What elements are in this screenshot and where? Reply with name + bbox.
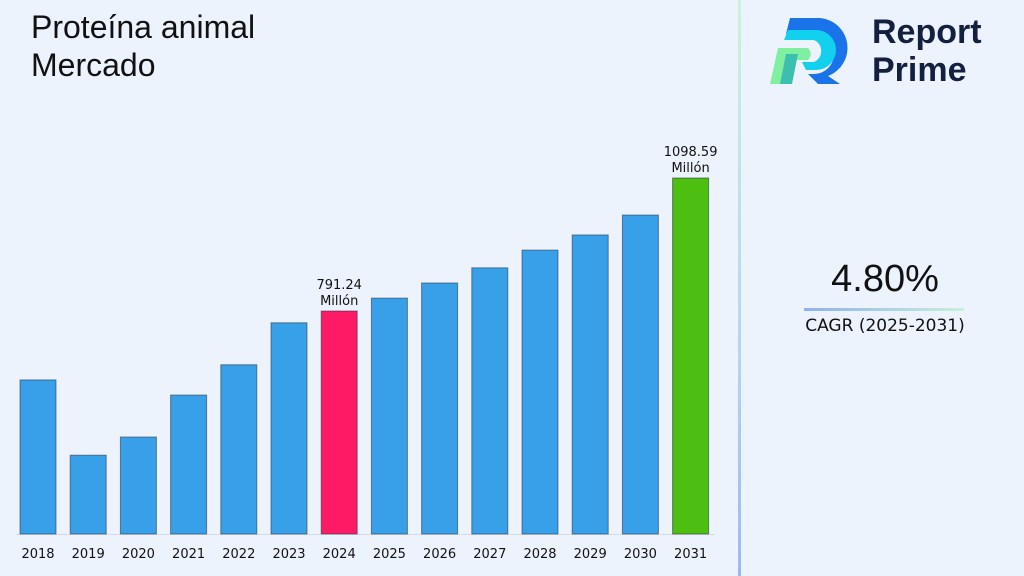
x-tick-label-2021: 2021	[172, 547, 205, 562]
bar-2027	[471, 267, 509, 535]
x-tick-label-2024: 2024	[323, 547, 356, 562]
bar-2019	[69, 454, 107, 535]
x-tick-label-2019: 2019	[72, 547, 105, 562]
x-tick-label-2025: 2025	[373, 547, 406, 562]
brand-name: Report Prime	[872, 13, 982, 89]
x-tick-label-2028: 2028	[523, 547, 556, 562]
divider	[738, 0, 741, 576]
x-tick-label-2018: 2018	[21, 547, 54, 562]
data-label-2031-value: 1098.59	[664, 145, 718, 160]
title-line-1: Proteína animal	[31, 9, 256, 45]
cagr-value: 4.80%	[831, 258, 939, 300]
x-tick-label-2027: 2027	[473, 547, 506, 562]
x-tick-label-2020: 2020	[122, 547, 155, 562]
bar-2021	[170, 394, 208, 535]
data-label-2024-value: 791.24	[316, 278, 362, 293]
cagr-label: CAGR (2025-2031)	[805, 316, 965, 336]
bar-2022	[220, 364, 258, 535]
bar-2031	[672, 177, 710, 535]
bar-2029	[571, 234, 609, 535]
bar-2020	[119, 436, 157, 535]
brand-line-2: Prime	[872, 51, 967, 89]
x-tick-label-2029: 2029	[574, 547, 607, 562]
x-tick-label-2026: 2026	[423, 547, 456, 562]
data-label-2031-unit: Millón	[671, 161, 709, 176]
report-prime-logo-icon	[770, 18, 848, 84]
x-tick-label-2031: 2031	[674, 547, 707, 562]
title-line-2: Mercado	[31, 47, 156, 83]
bar-2023	[270, 322, 308, 535]
bar-2028	[521, 249, 559, 535]
bar-2026	[421, 282, 459, 535]
bar-2024	[320, 310, 358, 535]
x-tick-label-2022: 2022	[222, 547, 255, 562]
x-tick-label-2023: 2023	[272, 547, 305, 562]
chart-title: Proteína animal Mercado	[31, 8, 255, 84]
bar-chart: 2018 2019 2020 2021 2022 2023 2024791.24Millón…	[16, 145, 718, 562]
bar-2018	[19, 379, 57, 535]
data-label-2024-unit: Millón	[320, 294, 358, 309]
brand-line-1: Report	[872, 13, 982, 51]
cagr-underline	[804, 308, 964, 311]
bar-2025	[370, 297, 408, 535]
bar-2030	[621, 214, 659, 535]
x-tick-label-2030: 2030	[624, 547, 657, 562]
